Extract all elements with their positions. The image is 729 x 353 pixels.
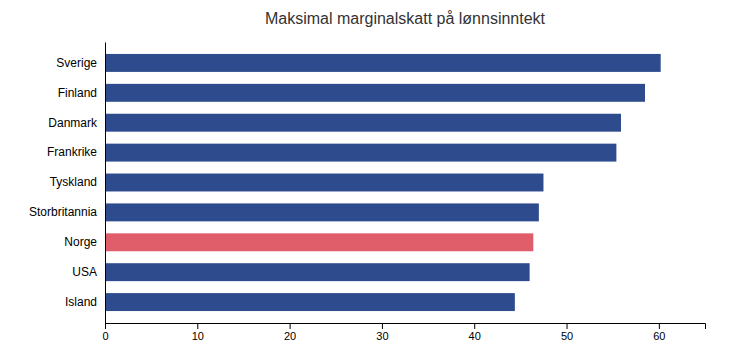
- y-tick-label: Island: [65, 295, 97, 309]
- bar: [105, 54, 661, 72]
- y-tick-label: Tyskland: [50, 175, 97, 189]
- x-axis: 0 10 20 30 40 50 60: [102, 323, 705, 342]
- y-tick: Tyskland: [50, 175, 97, 189]
- y-tick: Frankrike: [47, 145, 97, 159]
- x-tick-mark: [567, 323, 568, 329]
- x-tick-label: 50: [561, 330, 573, 342]
- x-tick: 50: [561, 323, 573, 342]
- chart-svg: Maksimal marginalskatt på lønnsinntekt 0 1…: [0, 0, 729, 353]
- y-tick-label: Norge: [64, 235, 97, 249]
- x-tick-label: 40: [469, 330, 481, 342]
- y-tick: Island: [65, 295, 97, 309]
- y-tick-label: Sverige: [56, 56, 97, 70]
- y-axis-line: [105, 43, 106, 324]
- x-tick: 10: [192, 323, 204, 342]
- y-tick: USA: [72, 265, 97, 279]
- y-tick-label: Frankrike: [47, 145, 97, 159]
- x-tick: 30: [376, 323, 388, 342]
- y-tick-label: Storbritannia: [29, 205, 97, 219]
- bar: [105, 144, 616, 162]
- bar: [105, 114, 621, 132]
- x-tick-mark: [105, 323, 106, 329]
- x-axis-line: [106, 324, 706, 330]
- x-tick-label: 60: [653, 330, 665, 342]
- x-tick: 60: [653, 323, 665, 342]
- x-tick-mark: [474, 323, 475, 329]
- bar: [105, 174, 543, 192]
- bar: [105, 233, 533, 251]
- y-axis: Sverige Finland Danmark Frankrike Tyskland St…: [29, 43, 106, 324]
- plot-area: 0 10 20 30 40 50 60 Sverige Finland Danmark Frankr…: [29, 43, 706, 342]
- x-tick-label: 10: [192, 330, 204, 342]
- x-tick-mark: [659, 323, 660, 329]
- bar: [105, 293, 515, 311]
- y-tick-label: USA: [72, 265, 97, 279]
- y-tick: Finland: [58, 86, 97, 100]
- x-tick: 40: [469, 323, 481, 342]
- x-tick: 0: [102, 323, 108, 342]
- x-tick: 20: [284, 323, 296, 342]
- y-tick: Sverige: [56, 56, 97, 70]
- x-tick-label: 0: [102, 330, 108, 342]
- x-tick-label: 20: [284, 330, 296, 342]
- bars: [105, 54, 661, 311]
- x-tick-mark: [290, 323, 291, 329]
- x-tick-mark: [197, 323, 198, 329]
- y-tick: Norge: [64, 235, 97, 249]
- y-tick: Storbritannia: [29, 205, 97, 219]
- y-tick: Danmark: [48, 116, 98, 130]
- x-tick-mark: [382, 323, 383, 329]
- bar: [105, 263, 530, 281]
- chart-container: Maksimal marginalskatt på lønnsinntekt 0 1…: [0, 0, 729, 353]
- chart-title: Maksimal marginalskatt på lønnsinntekt: [265, 10, 546, 27]
- y-tick-label: Danmark: [48, 116, 98, 130]
- bar: [105, 203, 539, 221]
- x-tick-label: 30: [376, 330, 388, 342]
- bar: [105, 84, 645, 102]
- y-tick-label: Finland: [58, 86, 97, 100]
